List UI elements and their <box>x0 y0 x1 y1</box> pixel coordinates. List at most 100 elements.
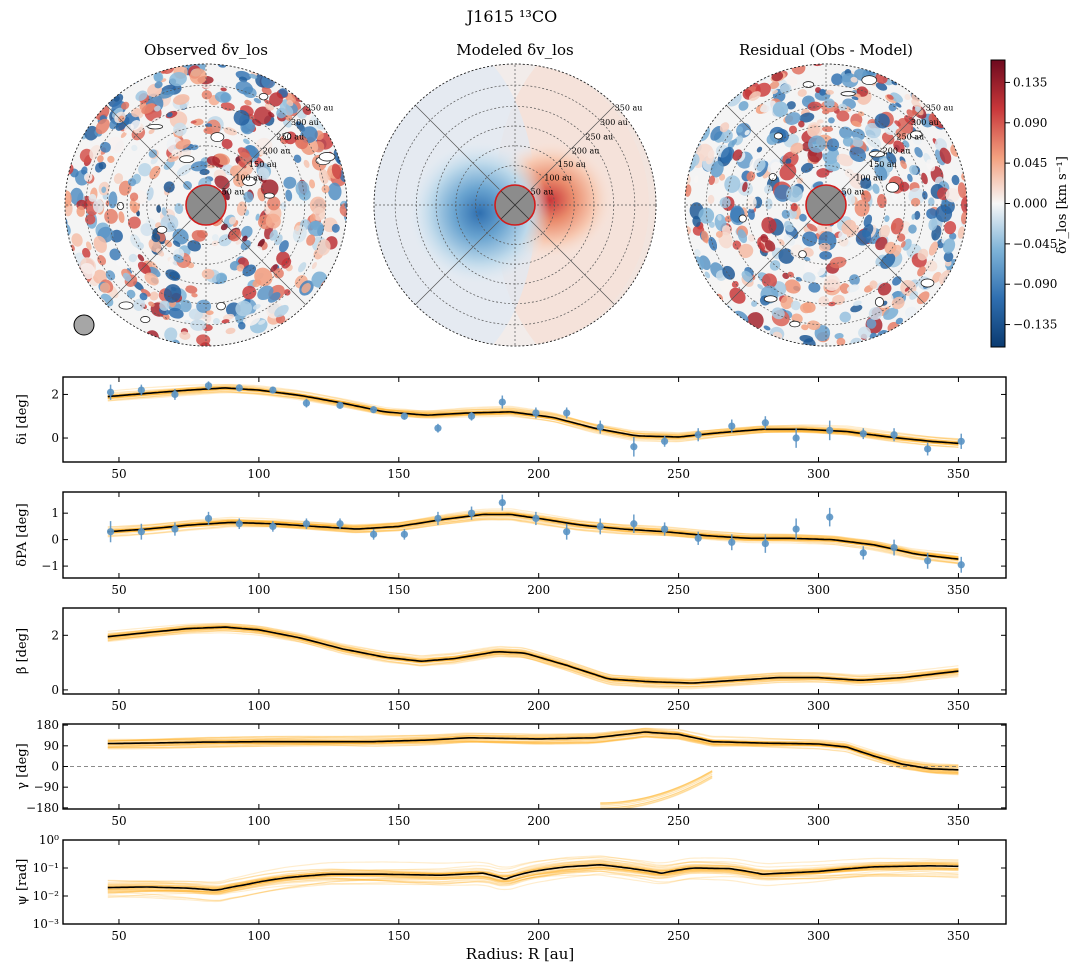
azimuth-line <box>415 105 500 190</box>
velocity-blob <box>855 229 872 246</box>
velocity-blob <box>151 117 161 126</box>
velocity-blob <box>155 248 165 257</box>
velocity-blob <box>722 265 735 280</box>
velocity-blob <box>872 183 880 194</box>
data-point <box>661 525 669 533</box>
velocity-blob <box>771 89 779 95</box>
posterior-sample-line <box>107 625 959 680</box>
velocity-blob <box>909 165 919 175</box>
velocity-blob <box>790 142 804 155</box>
y-tick-label: −90 <box>34 780 59 794</box>
colorbar-gradient <box>990 59 1006 348</box>
data-point <box>630 520 638 528</box>
velocity-blob <box>131 144 138 152</box>
velocity-blob <box>113 173 124 184</box>
velocity-blob <box>89 145 102 160</box>
velocity-blob <box>163 284 182 303</box>
ring-label: 300 au <box>291 118 319 127</box>
data-point <box>630 443 638 451</box>
ring-label: 50 au <box>531 187 554 196</box>
velocity-blob <box>242 264 257 277</box>
posterior-sample-line <box>107 736 959 775</box>
velocity-blob <box>220 102 235 111</box>
velocity-blob <box>93 199 104 214</box>
velocity-blob <box>223 313 235 320</box>
velocity-blob <box>839 126 853 139</box>
velocity-blob <box>710 126 723 141</box>
posterior-sample-line <box>107 510 959 558</box>
velocity-blob <box>201 90 213 100</box>
velocity-blob <box>321 185 330 194</box>
azimuth-line <box>530 220 615 305</box>
velocity-blob <box>270 264 278 273</box>
velocity-blob <box>786 101 796 110</box>
velocity-blob <box>328 182 342 201</box>
x-axis-label: Radius: R [au] <box>466 945 575 963</box>
posterior-sample-line <box>107 622 959 681</box>
data-point <box>826 513 834 521</box>
velocity-blob <box>928 218 938 231</box>
data-point <box>924 557 932 565</box>
ring-label: 300 au <box>911 118 939 127</box>
velocity-blob <box>311 261 317 270</box>
velocity-blob <box>802 272 816 284</box>
y-tick-label: −1 <box>41 559 59 573</box>
velocity-blob <box>176 164 193 177</box>
y-tick-label: 2 <box>51 387 59 401</box>
ring-label: 250 au <box>276 133 304 142</box>
velocity-blob <box>192 118 204 126</box>
velocity-blob <box>748 234 756 242</box>
velocity-blob <box>764 240 776 252</box>
velocity-blob <box>734 135 744 146</box>
velocity-blob <box>131 107 141 118</box>
velocity-blob <box>312 207 326 221</box>
velocity-blob <box>895 317 904 325</box>
velocity-blob <box>233 109 250 126</box>
velocity-blob <box>88 193 97 202</box>
data-point <box>370 530 378 538</box>
velocity-blob <box>738 101 749 111</box>
velocity-blob <box>133 190 148 204</box>
velocity-blob <box>921 172 928 185</box>
velocity-blob <box>858 326 871 339</box>
velocity-blob <box>917 266 926 277</box>
velocity-blob <box>916 291 930 305</box>
posterior-sample-line <box>107 866 959 893</box>
posterior-sample-line <box>107 730 959 766</box>
panel-3: 50 100 150 200 250 300 350 0 2 β [deg] <box>15 607 1007 713</box>
velocity-blob <box>215 81 223 87</box>
velocity-blob <box>154 105 161 112</box>
velocity-blob <box>138 163 152 177</box>
velocity-blob <box>717 214 722 221</box>
velocity-blob <box>344 199 347 211</box>
velocity-blob <box>926 159 936 172</box>
velocity-blob <box>268 111 275 118</box>
velocity-blob <box>900 241 906 248</box>
velocity-blob <box>81 166 88 175</box>
velocity-blob <box>98 161 107 170</box>
posterior-sample-line <box>107 389 959 446</box>
velocity-blob <box>309 213 316 223</box>
posterior-sample-line <box>600 775 713 809</box>
posterior-sample-line <box>107 867 959 895</box>
posterior-sample-line <box>107 624 959 683</box>
posterior-sample-line <box>107 508 959 555</box>
posterior-sample-line <box>107 870 959 899</box>
velocity-blob <box>746 195 757 210</box>
velocity-blob <box>731 138 738 146</box>
velocity-blob <box>760 100 776 113</box>
posterior-sample-line <box>107 729 959 767</box>
velocity-blob <box>761 216 777 234</box>
masked-region <box>263 192 275 199</box>
velocity-blob <box>164 327 178 342</box>
velocity-blob <box>928 241 939 256</box>
data-point <box>467 509 476 517</box>
velocity-blob <box>242 285 257 300</box>
azimuth-line <box>415 220 500 305</box>
velocity-blob <box>172 240 181 247</box>
data-point <box>532 409 540 417</box>
velocity-blob <box>799 112 815 123</box>
posterior-sample-line <box>107 861 959 889</box>
velocity-blob <box>863 214 873 227</box>
velocity-blob <box>140 223 153 237</box>
